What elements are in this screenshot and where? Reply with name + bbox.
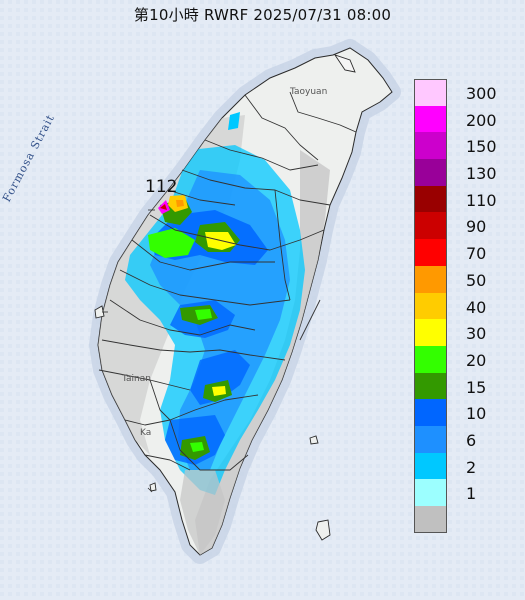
legend-color-swatch (414, 425, 447, 453)
legend-color-swatch (414, 105, 447, 133)
legend-entry: 130 (414, 159, 514, 186)
legend-label: 70 (466, 244, 487, 264)
legend-entry: 20 (414, 345, 514, 373)
legend-entry: 15 (414, 372, 514, 400)
place-label-tainan: Tainan (122, 374, 151, 384)
legend-label: 1 (466, 484, 477, 504)
legend-entry: 50 (414, 265, 514, 293)
legend-color-swatch (414, 372, 447, 400)
legend-color-swatch (414, 159, 447, 186)
legend-label: 20 (466, 350, 487, 370)
legend-color-swatch (414, 506, 447, 533)
legend-color-swatch (414, 292, 447, 320)
port-marks (102, 209, 155, 493)
legend-entry: 200 (414, 105, 514, 133)
legend-label: 300 (466, 84, 497, 103)
legend-label: 10 (466, 404, 487, 424)
place-label-taoyuan: Taoyuan (290, 87, 328, 97)
legend-color-swatch (414, 319, 447, 346)
county-boundaries (98, 91, 357, 471)
legend-entry: 30 (414, 319, 514, 346)
legend-entry: 2 (414, 452, 514, 480)
legend-color-swatch (414, 265, 447, 293)
legend-color-swatch (414, 452, 447, 480)
map-title: 第10小時 RWRF 2025/07/31 08:00 (133, 6, 392, 24)
outlying-islands (94, 54, 356, 541)
legend-entry (414, 506, 514, 533)
legend-label: 30 (466, 324, 487, 344)
legend-label: 200 (466, 110, 497, 130)
rainfall-overlay (98, 112, 330, 555)
legend-label: 150 (466, 137, 497, 157)
legend-color-swatch (414, 132, 447, 160)
legend-entry: 90 (414, 212, 514, 240)
legend-color-swatch (414, 479, 447, 506)
legend-color-swatch (414, 79, 447, 106)
legend-entry: 110 (414, 185, 514, 213)
legend-entry: 10 (414, 399, 514, 426)
legend-label: 50 (466, 270, 487, 290)
legend-entry: 300 (414, 79, 514, 106)
legend-label: 2 (466, 457, 477, 477)
legend-color-swatch (414, 185, 447, 213)
legend-entry: 6 (414, 425, 514, 453)
legend-color-swatch (414, 399, 447, 426)
legend-entry: 150 (414, 132, 514, 160)
legend-label: 90 (466, 217, 487, 237)
legend-entry: 1 (414, 479, 514, 506)
legend-entry: 40 (414, 292, 514, 320)
legend-label: 15 (466, 377, 487, 397)
legend-label: 40 (466, 297, 487, 317)
legend-label: 130 (466, 164, 497, 184)
place-label-kaohsiung: Ka (140, 428, 152, 438)
legend-label: 6 (466, 430, 477, 450)
legend-color-swatch (414, 212, 447, 240)
legend-color-swatch (414, 239, 447, 266)
max-rainfall-label: 112 (145, 177, 178, 197)
rainfall-legend: 300 200 150 130 110 90 70 50 40 30 20 15 10 6 2 1 (414, 79, 514, 533)
legend-color-swatch (414, 345, 447, 373)
legend-label: 110 (466, 190, 497, 210)
legend-entry: 70 (414, 239, 514, 266)
